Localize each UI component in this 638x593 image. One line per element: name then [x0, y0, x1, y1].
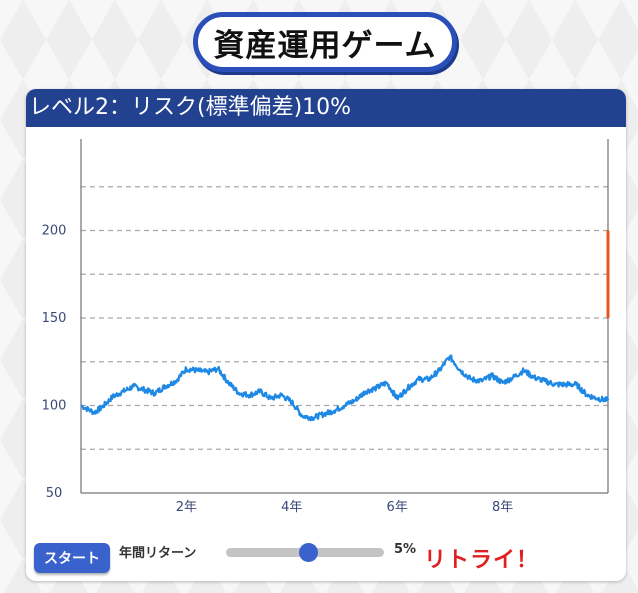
x-tick-label: 4年 — [281, 500, 302, 515]
game-title: 資産運用ゲーム — [193, 12, 457, 72]
annual-return-value: 5% — [394, 542, 417, 557]
x-tick-label: 2年 — [176, 500, 197, 515]
y-tick-label: 50 — [46, 486, 63, 501]
y-tick-label: 150 — [42, 311, 67, 326]
annual-return-slider[interactable] — [226, 543, 384, 562]
retry-message[interactable]: リトライ！ — [424, 548, 540, 573]
game-panel: レベル2：リスク(標準偏差)10% 50 100 150 200 2年 4年 6年 8年 スタ… — [26, 89, 626, 581]
y-tick-label: 200 — [42, 224, 67, 239]
controls-bar: スタート 年間リターン 5% リトライ！ — [26, 539, 626, 581]
price-chart: 50 100 150 200 2年 4年 6年 8年 — [42, 139, 610, 515]
x-tick-label: 8年 — [492, 500, 513, 515]
slider-thumb[interactable] — [299, 543, 319, 562]
x-tick-label: 6年 — [387, 500, 408, 515]
y-tick-label: 100 — [42, 399, 67, 414]
start-button[interactable]: スタート — [34, 543, 110, 573]
annual-return-label: 年間リターン — [119, 546, 197, 561]
level-title: レベル2：リスク(標準偏差)10% — [26, 89, 626, 127]
price-line — [80, 354, 610, 422]
